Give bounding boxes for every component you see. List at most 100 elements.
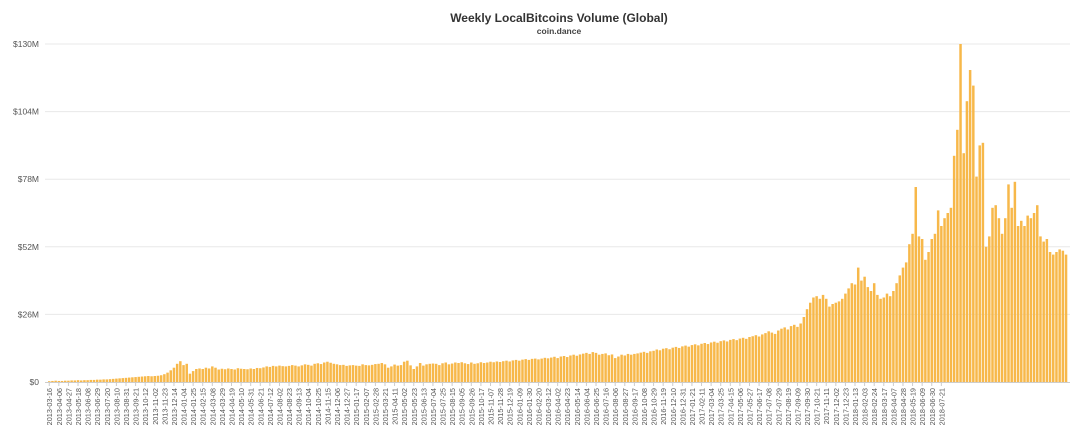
- bar: [681, 346, 684, 382]
- bar: [972, 85, 975, 382]
- bar: [73, 380, 77, 382]
- bar: [786, 329, 790, 382]
- bar: [693, 344, 697, 382]
- x-tick-label: 2018-04-07: [889, 388, 898, 425]
- bar: [738, 338, 742, 382]
- bar: [105, 379, 109, 382]
- bar: [259, 368, 262, 382]
- bar: [307, 364, 310, 382]
- x-tick-label: 2013-06-08: [84, 388, 93, 425]
- bar: [473, 363, 476, 382]
- bar: [780, 328, 783, 382]
- bar: [54, 380, 57, 382]
- x-tick-label: 2014-07-12: [266, 388, 275, 425]
- bar: [300, 365, 304, 382]
- bar: [255, 367, 259, 382]
- bar: [486, 362, 489, 382]
- bar: [802, 317, 806, 382]
- bar: [677, 347, 681, 382]
- x-tick-label: 2017-07-29: [774, 388, 783, 425]
- bar: [754, 335, 758, 382]
- bar: [495, 361, 499, 382]
- bar: [127, 377, 131, 382]
- bar: [655, 349, 659, 382]
- bar: [722, 340, 726, 382]
- bar: [924, 259, 927, 382]
- x-tick-label: 2014-08-23: [285, 388, 294, 425]
- x-tick-label: 2014-10-04: [304, 388, 313, 425]
- x-tick-label: 2016-09-17: [630, 388, 639, 425]
- bar: [777, 330, 780, 382]
- bar: [671, 347, 674, 382]
- bar: [981, 142, 985, 382]
- bar: [537, 359, 540, 382]
- bar: [1029, 218, 1033, 382]
- bar: [102, 379, 105, 382]
- bar: [191, 371, 195, 382]
- bar: [297, 366, 300, 382]
- bar: [111, 378, 115, 382]
- bar: [476, 363, 479, 382]
- bar: [374, 364, 377, 382]
- bar: [243, 369, 246, 382]
- bar: [847, 288, 850, 382]
- bar: [447, 364, 451, 382]
- x-tick-label: 2013-08-31: [122, 388, 131, 425]
- bar: [757, 336, 761, 382]
- x-tick-label: 2015-11-07: [487, 388, 496, 425]
- bar: [294, 365, 297, 382]
- bar: [195, 369, 198, 382]
- bar: [438, 365, 441, 382]
- bar: [661, 348, 665, 382]
- x-tick-label: 2014-10-25: [314, 388, 323, 425]
- x-tick-label: 2017-06-17: [755, 388, 764, 425]
- x-tick-label: 2017-09-30: [803, 388, 812, 425]
- bar: [927, 252, 930, 382]
- bar: [511, 360, 515, 382]
- x-tick-label: 2017-11-11: [822, 388, 831, 424]
- bar: [1026, 215, 1029, 382]
- x-tick-label: 2018-02-03: [861, 388, 870, 425]
- bar: [313, 363, 316, 382]
- bar: [338, 365, 342, 382]
- x-tick-label: 2015-12-19: [506, 388, 515, 425]
- bar: [383, 364, 387, 382]
- x-tick-label: 2016-02-20: [534, 388, 543, 425]
- bar: [610, 354, 614, 382]
- x-tick-label: 2014-11-15: [323, 388, 332, 425]
- bar: [489, 361, 492, 382]
- x-tick-label: 2016-04-23: [563, 388, 572, 425]
- x-tick-label: 2016-06-25: [592, 388, 601, 425]
- bar: [265, 366, 268, 382]
- x-tick-label: 2017-10-21: [813, 388, 822, 425]
- y-tick-label: $0: [30, 377, 40, 387]
- x-tick-label: 2016-03-12: [544, 388, 553, 425]
- bar: [994, 205, 997, 382]
- bar: [281, 366, 284, 382]
- bar: [143, 376, 147, 382]
- bar: [773, 333, 777, 382]
- bar: [99, 379, 102, 382]
- bar: [332, 363, 336, 382]
- bar: [751, 336, 754, 382]
- x-tick-label: 2016-10-29: [650, 388, 659, 425]
- x-tick-label: 2013-09-21: [132, 388, 141, 425]
- bar: [271, 365, 275, 382]
- x-tick-label: 2014-12-27: [343, 388, 352, 425]
- bar: [716, 342, 719, 382]
- bar: [888, 296, 892, 382]
- bar: [534, 358, 537, 382]
- bar: [770, 332, 774, 382]
- bar: [402, 361, 406, 382]
- bar: [450, 363, 454, 382]
- bar: [370, 364, 374, 382]
- x-tick-label: 2016-01-09: [515, 388, 524, 425]
- x-tick-label: 2014-05-10: [237, 388, 246, 425]
- bar: [415, 366, 419, 382]
- x-tick-label: 2016-05-14: [573, 388, 582, 425]
- bar: [892, 291, 895, 382]
- x-tick-label: 2017-07-08: [765, 388, 774, 425]
- bar: [1055, 252, 1058, 382]
- bar: [137, 376, 141, 382]
- bar: [565, 357, 569, 382]
